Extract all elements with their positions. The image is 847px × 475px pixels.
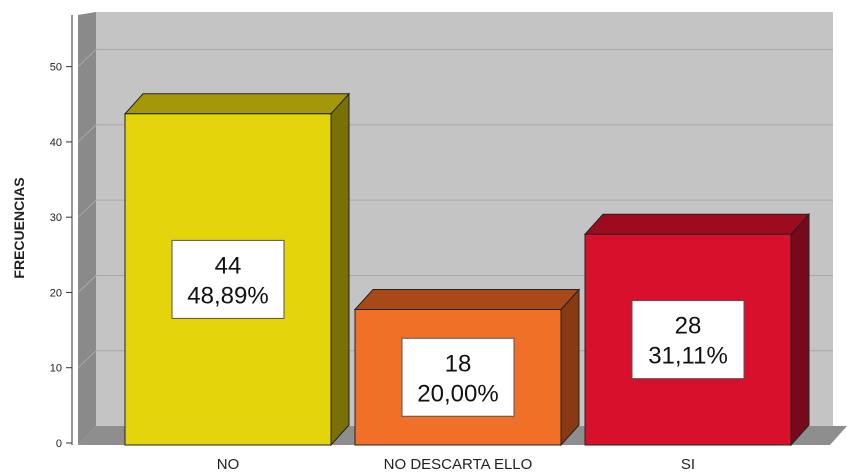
bar-3: 28 31,11% [583, 212, 811, 447]
y-tick-label: 30 [50, 212, 62, 224]
data-label-percent: 31,11% [648, 343, 728, 370]
gridline-side [77, 199, 97, 218]
data-label-box [401, 337, 515, 417]
y-tick-label: 50 [50, 62, 62, 74]
gridline-side [77, 124, 97, 143]
data-label-count: 18 [445, 350, 472, 377]
bar-side-face [790, 212, 810, 447]
data-label-box [171, 239, 285, 319]
plot-left-wall [78, 12, 96, 445]
data-label-count: 44 [215, 252, 242, 279]
y-tick-label: 40 [50, 137, 62, 149]
y-tick-label: 20 [50, 287, 62, 299]
y-tick-label: 10 [50, 363, 62, 375]
x-category-label: SI [681, 456, 695, 473]
bars: 44 48,89% 18 20,00% 28 31,11% [123, 92, 811, 447]
x-axis-categories: NO NO DESCARTA ELLO SI [217, 456, 695, 473]
data-label-percent: 48,89% [187, 282, 268, 309]
bar-2: 18 20,00% [353, 288, 581, 447]
bar-top-face [583, 213, 811, 235]
data-label-count: 28 [675, 313, 702, 340]
gridline-side [77, 350, 97, 369]
bar-top-face [123, 93, 351, 115]
bar-1: 44 48,89% [123, 92, 351, 447]
bar-top-face [353, 289, 581, 311]
x-category-label: NO [217, 456, 240, 473]
y-axis-ticks: 0 10 20 30 40 50 [50, 62, 72, 450]
x-category-label: NO DESCARTA ELLO [384, 456, 533, 473]
gridline-side [77, 49, 97, 67]
data-label-percent: 20,00% [417, 380, 498, 407]
data-label-box [631, 300, 745, 380]
y-axis-title: FRECUENCIAS [11, 177, 27, 278]
bar-side-face [560, 288, 580, 447]
bar-side-face [330, 92, 350, 447]
y-tick-label: 0 [56, 438, 62, 450]
gridline-side [77, 275, 97, 293]
